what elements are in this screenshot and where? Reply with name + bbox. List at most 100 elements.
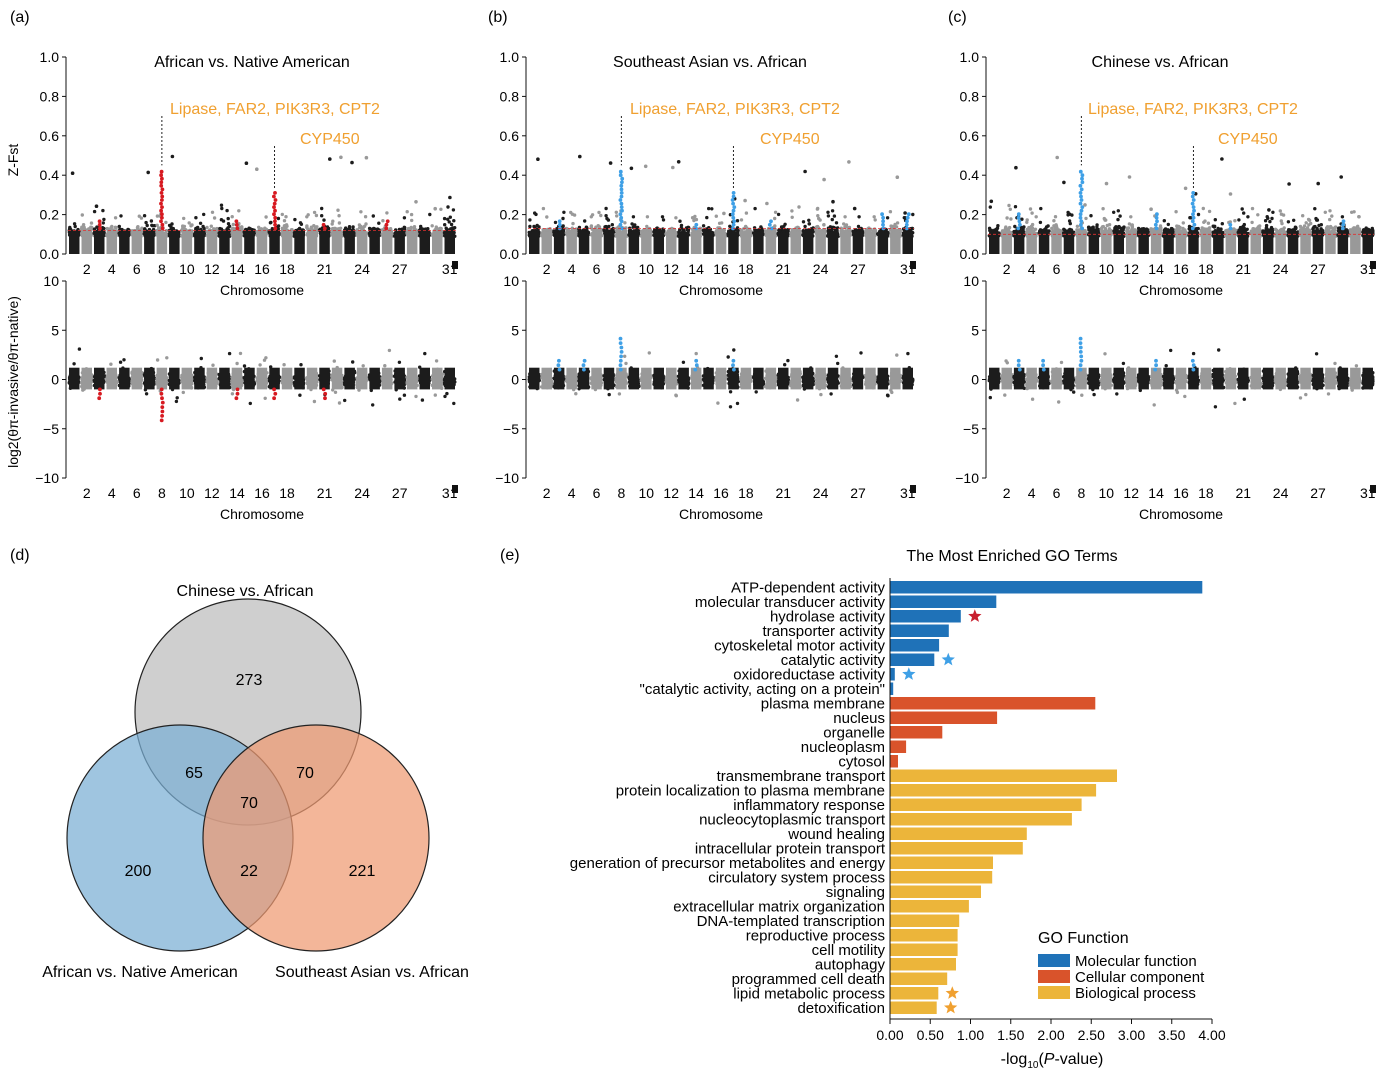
fst-point — [599, 214, 602, 217]
fst-point — [452, 219, 455, 222]
fst-outlier — [328, 157, 332, 161]
fst-highlight-point — [159, 219, 163, 223]
pi-band — [119, 368, 130, 390]
chromosome-tick-fst-a: 24 — [354, 261, 370, 277]
fst-outlier — [644, 165, 648, 169]
pi-band — [169, 368, 180, 390]
fst-point — [662, 218, 665, 221]
fst-outlier — [146, 171, 150, 175]
fst-band — [407, 232, 418, 254]
pi-highlight-point — [323, 396, 327, 400]
fst-tick-label-a: 0.0 — [40, 246, 60, 262]
fst-highlight-point — [273, 219, 277, 223]
fst-highlight-point — [160, 177, 164, 181]
pi-point — [313, 400, 316, 403]
pi-highlight-point — [620, 350, 624, 354]
fst-point — [372, 214, 375, 217]
pi-band — [641, 368, 652, 390]
fst-point — [144, 221, 147, 224]
fst-band — [604, 232, 615, 254]
chromosome-tick-fst-a: 6 — [133, 261, 141, 277]
pi-point — [78, 347, 81, 350]
fst-outlier — [536, 157, 540, 161]
fst-point — [331, 222, 334, 225]
fst-band — [307, 232, 318, 254]
fst-point — [146, 224, 149, 227]
chromosome-points-a-31 — [443, 196, 457, 405]
pi-band — [182, 368, 193, 390]
pi-point — [333, 359, 336, 362]
fst-tick-label-a: 0.6 — [40, 128, 60, 144]
pi-point — [383, 364, 386, 367]
fst-point — [102, 227, 105, 230]
fst-point — [205, 226, 208, 229]
chromosome-points-a-18 — [281, 213, 294, 390]
fst-point — [450, 223, 453, 226]
fst-band — [344, 232, 355, 254]
pi-point — [414, 395, 417, 398]
pi-point — [122, 358, 125, 361]
fst-highlight-point — [98, 227, 102, 231]
fst-highlight-point — [159, 180, 163, 184]
fst-point — [615, 211, 618, 214]
chromosome-points-a-26 — [380, 211, 393, 389]
fst-highlight-point — [620, 180, 624, 184]
fst-tick-label-a: 1.0 — [40, 49, 60, 65]
fst-point — [183, 225, 186, 228]
fst-tick-label-a: 0.4 — [40, 167, 60, 183]
fst-point — [414, 228, 417, 231]
fst-band — [94, 232, 105, 254]
fst-point — [118, 225, 121, 228]
pi-band — [394, 368, 405, 390]
pi-point — [211, 364, 214, 367]
fst-point — [552, 229, 555, 232]
fst-point — [283, 219, 286, 222]
fst-highlight-point — [160, 195, 164, 199]
fst-point — [331, 220, 334, 223]
chromosome-points-a-17 — [268, 217, 282, 390]
fst-point — [646, 215, 649, 218]
fst-point — [533, 211, 536, 214]
pi-band — [369, 368, 380, 390]
pi-point — [235, 362, 238, 365]
chromosome-points-a-22 — [330, 156, 344, 405]
fst-highlight-point — [323, 227, 327, 231]
fst-band — [69, 232, 80, 254]
pi-highlight-point — [583, 359, 587, 363]
pi-band — [269, 368, 280, 390]
fst-highlight-point — [160, 205, 164, 209]
fst-point — [119, 214, 122, 217]
fst-highlight-point — [620, 209, 624, 213]
pi-highlight-point — [272, 388, 276, 392]
pi-band — [144, 368, 155, 390]
fst-point — [194, 216, 197, 219]
fst-point — [406, 210, 409, 213]
fst-point — [338, 221, 341, 224]
chromosome-tick-pi-a: 6 — [133, 485, 141, 501]
chromosome-end-marker — [452, 485, 458, 493]
pi-highlight-point — [273, 392, 277, 396]
pi-point — [182, 391, 185, 394]
fst-outlier — [609, 161, 613, 165]
pi-band — [629, 368, 640, 390]
chromosome-tick-pi-a: 8 — [158, 485, 166, 501]
fst-point — [140, 227, 143, 230]
fst-outlier — [448, 196, 452, 200]
chromosome-points-b-1 — [528, 157, 542, 390]
fst-point — [448, 220, 451, 223]
fst-point — [93, 210, 96, 213]
chromosome-tick-pi-a: 21 — [317, 485, 333, 501]
fst-point — [322, 218, 325, 221]
pi-band — [232, 368, 243, 390]
fst-band — [629, 232, 640, 254]
pi-highlight-point — [160, 396, 164, 400]
fst-point — [604, 207, 607, 210]
chromosome-points-a-5 — [117, 214, 131, 389]
fst-point — [336, 209, 339, 212]
pi-point — [452, 402, 455, 405]
pi-point — [243, 364, 246, 367]
fst-point — [604, 214, 607, 217]
fst-point — [591, 213, 594, 216]
